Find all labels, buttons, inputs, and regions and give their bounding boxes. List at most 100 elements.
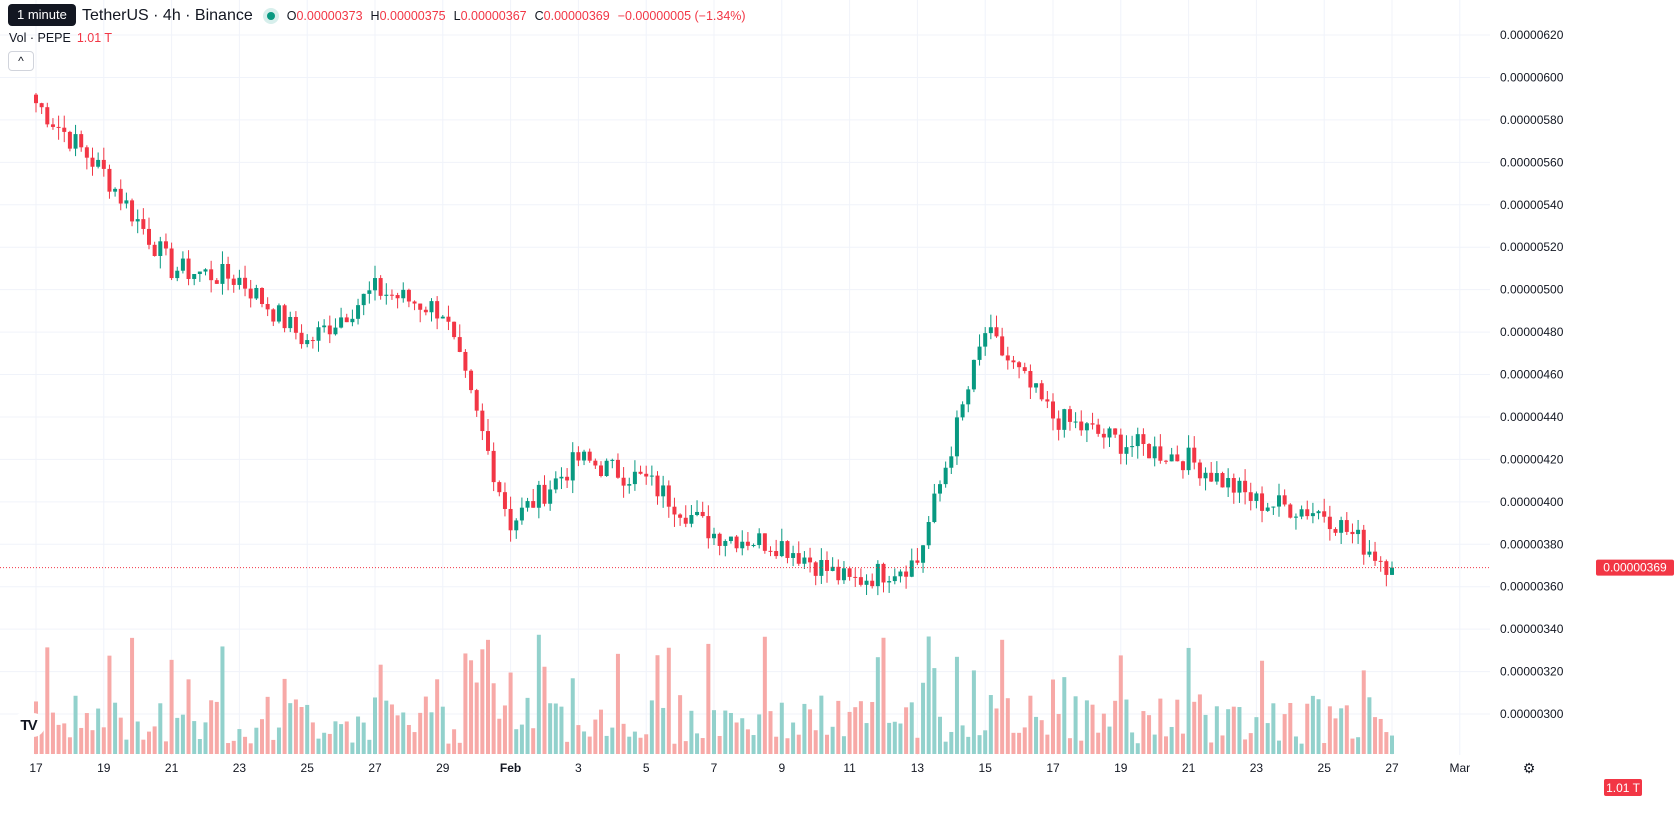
- volume-bar: [1039, 720, 1044, 754]
- candle-body: [50, 124, 55, 127]
- candle-body: [1180, 461, 1185, 471]
- candle-body: [1265, 507, 1270, 511]
- candle-body: [1017, 362, 1022, 368]
- market-status-icon[interactable]: [262, 8, 279, 24]
- volume-bar: [169, 659, 174, 754]
- candle-body: [440, 316, 445, 319]
- gear-icon[interactable]: ⚙: [1522, 759, 1536, 776]
- y-tick-label: 0.00000380: [1500, 537, 1564, 551]
- y-tick-label: 0.00000340: [1500, 622, 1564, 636]
- symbol-title[interactable]: TetherUS · 4h · Binance: [82, 7, 253, 24]
- y-tick-label: 0.00000360: [1500, 580, 1564, 594]
- volume-bar: [90, 730, 95, 754]
- candle-body: [508, 508, 513, 531]
- volume-bar: [163, 741, 168, 754]
- candle-body: [802, 557, 807, 564]
- volume-bar: [1175, 699, 1180, 754]
- candle-body: [954, 417, 959, 457]
- volume-bar: [1299, 743, 1304, 754]
- candle-body: [192, 273, 197, 279]
- candle-body: [79, 134, 84, 148]
- volume-bar: [84, 713, 89, 754]
- volume-bar: [875, 657, 880, 754]
- candle-body: [310, 340, 315, 342]
- candle-body: [1005, 355, 1010, 361]
- volume-bar: [943, 741, 948, 754]
- candle-body: [570, 452, 575, 481]
- candle-body: [276, 305, 281, 322]
- volume-bar: [96, 708, 101, 754]
- candle-body: [384, 294, 389, 296]
- volume-bar: [316, 738, 321, 754]
- candle-body: [1209, 472, 1214, 482]
- volume-bar: [152, 726, 157, 754]
- candle-body: [966, 389, 971, 405]
- interval-tooltip: 1 minute: [8, 4, 76, 26]
- volume-bar: [1305, 703, 1310, 754]
- volume-bar: [1028, 695, 1033, 754]
- x-tick-label: 25: [1318, 761, 1332, 775]
- volume-bar: [949, 731, 954, 754]
- volume-bar: [175, 717, 180, 754]
- volume-bar: [1005, 698, 1010, 754]
- volume-bar: [672, 743, 677, 754]
- volume-bar: [700, 738, 705, 754]
- candle-body: [254, 287, 259, 299]
- candle-body: [836, 566, 841, 581]
- volume-bar: [689, 710, 694, 754]
- candle-body: [373, 278, 377, 291]
- candle-body: [265, 304, 270, 310]
- candle-body: [904, 571, 909, 577]
- candle-body: [1271, 506, 1276, 508]
- candle-body: [808, 557, 813, 563]
- volume-bar: [1333, 718, 1338, 754]
- candle-body: [231, 278, 236, 285]
- x-axis: 17 19 21 23 25 27 29 Feb 3 5 7 9 11 13 15 17 19 21 23 25 27 M…: [29, 761, 1470, 775]
- volume-bar: [836, 700, 841, 754]
- y-tick-label: 0.00000460: [1500, 368, 1564, 382]
- candle-body: [1158, 446, 1163, 461]
- candle-body: [502, 492, 507, 509]
- volume-bar: [384, 700, 389, 754]
- x-tick-label: 3: [575, 761, 582, 775]
- candle-body: [1107, 428, 1112, 438]
- candle-body: [858, 577, 863, 585]
- collapse-legend-button[interactable]: ^: [8, 51, 34, 71]
- candle-body: [593, 460, 598, 466]
- volume-bar: [1288, 702, 1293, 754]
- candle-body: [785, 541, 790, 558]
- candle-body: [909, 560, 914, 577]
- candle-body: [486, 431, 490, 451]
- volume-bar: [774, 736, 779, 754]
- candle-body: [841, 568, 846, 581]
- candle-body: [689, 515, 694, 524]
- volume-bar: [367, 739, 372, 754]
- volume-bar: [1084, 700, 1089, 754]
- volume-legend[interactable]: Vol · PEPE 1.01 T: [9, 31, 112, 45]
- volume-bar: [226, 743, 231, 754]
- volume-bar: [197, 739, 202, 754]
- candle-body: [1186, 447, 1191, 471]
- x-tick-label: 17: [29, 761, 43, 775]
- candle-body: [632, 471, 637, 485]
- volume-bar: [926, 636, 931, 754]
- high-value: 0.00000375: [379, 9, 446, 23]
- candle-body: [796, 553, 801, 564]
- candle-body: [791, 553, 796, 558]
- candle-body: [1084, 423, 1089, 431]
- volume-bar: [1271, 703, 1276, 754]
- volume-bar: [1260, 660, 1265, 754]
- candle-body: [1118, 434, 1123, 454]
- tradingview-logo-icon[interactable]: TV: [11, 713, 45, 737]
- volume-bar: [1327, 706, 1332, 754]
- candle-body: [214, 280, 219, 284]
- candle-body: [418, 303, 423, 310]
- candle-body: [474, 390, 479, 411]
- candle-body: [548, 489, 553, 504]
- volume-bar: [779, 702, 784, 754]
- volume-bar: [1356, 737, 1361, 754]
- candle-body: [1237, 480, 1242, 493]
- volume-bar: [502, 705, 507, 754]
- volume-bar: [322, 732, 327, 754]
